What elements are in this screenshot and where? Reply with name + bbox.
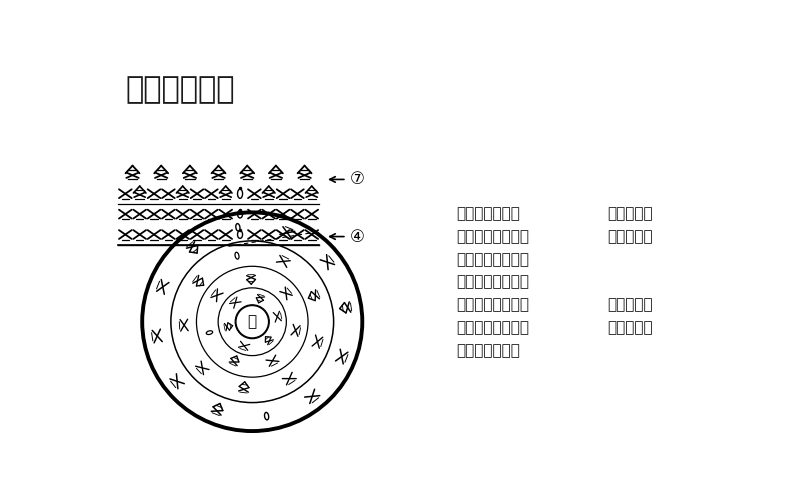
Text: ３段・・・１８目: ３段・・・１８目 (456, 297, 529, 312)
Text: ６段・・・１２目: ６段・・・１２目 (456, 229, 529, 244)
Text: （－６目）: （－６目） (608, 229, 653, 244)
Text: （－６目）: （－６目） (608, 207, 653, 221)
Text: （＋６目）: （＋６目） (608, 297, 653, 312)
Text: （＋６目）: （＋６目） (608, 320, 653, 335)
Text: ２段・・・１２目: ２段・・・１２目 (456, 320, 529, 335)
Text: ７段・・・６目: ７段・・・６目 (456, 207, 520, 221)
Text: １段・・・６目: １段・・・６目 (456, 343, 520, 358)
Text: ５段・・・１８目: ５段・・・１８目 (456, 252, 529, 267)
Text: わ: わ (248, 314, 256, 329)
Text: ⑦: ⑦ (350, 171, 365, 188)
Text: 刺繍糸ボール: 刺繍糸ボール (126, 75, 235, 105)
Text: ④: ④ (350, 228, 365, 246)
Text: ４段・・・１８目: ４段・・・１８目 (456, 275, 529, 289)
